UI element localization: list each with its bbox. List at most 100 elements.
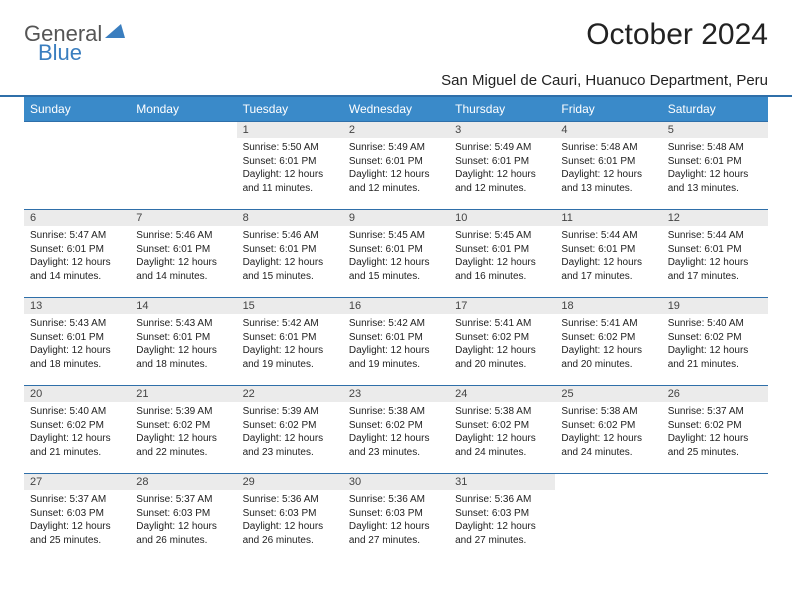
day-number: 13: [24, 298, 130, 314]
weekday-header: Sunday: [24, 97, 130, 122]
calendar-cell: ..: [130, 122, 236, 210]
weekday-row: SundayMondayTuesdayWednesdayThursdayFrid…: [24, 97, 768, 122]
weekday-header: Saturday: [662, 97, 768, 122]
day-body: Sunrise: 5:41 AMSunset: 6:02 PMDaylight:…: [449, 314, 555, 374]
day-number: 25: [555, 386, 661, 402]
day-body: Sunrise: 5:37 AMSunset: 6:02 PMDaylight:…: [662, 402, 768, 462]
calendar-cell: 13Sunrise: 5:43 AMSunset: 6:01 PMDayligh…: [24, 298, 130, 386]
calendar-row: ....1Sunrise: 5:50 AMSunset: 6:01 PMDayl…: [24, 122, 768, 210]
calendar-cell: 30Sunrise: 5:36 AMSunset: 6:03 PMDayligh…: [343, 474, 449, 562]
weekday-header: Monday: [130, 97, 236, 122]
calendar-row: 6Sunrise: 5:47 AMSunset: 6:01 PMDaylight…: [24, 210, 768, 298]
day-number: 22: [237, 386, 343, 402]
day-number: 23: [343, 386, 449, 402]
calendar-cell: 25Sunrise: 5:38 AMSunset: 6:02 PMDayligh…: [555, 386, 661, 474]
day-body: Sunrise: 5:36 AMSunset: 6:03 PMDaylight:…: [237, 490, 343, 550]
day-body: Sunrise: 5:38 AMSunset: 6:02 PMDaylight:…: [343, 402, 449, 462]
day-number: 26: [662, 386, 768, 402]
calendar-cell: 17Sunrise: 5:41 AMSunset: 6:02 PMDayligh…: [449, 298, 555, 386]
day-body: Sunrise: 5:42 AMSunset: 6:01 PMDaylight:…: [343, 314, 449, 374]
day-number: 24: [449, 386, 555, 402]
day-body: Sunrise: 5:45 AMSunset: 6:01 PMDaylight:…: [343, 226, 449, 286]
day-body: Sunrise: 5:46 AMSunset: 6:01 PMDaylight:…: [130, 226, 236, 286]
calendar-cell: 1Sunrise: 5:50 AMSunset: 6:01 PMDaylight…: [237, 122, 343, 210]
day-number: 29: [237, 474, 343, 490]
calendar-cell: 22Sunrise: 5:39 AMSunset: 6:02 PMDayligh…: [237, 386, 343, 474]
day-body: Sunrise: 5:39 AMSunset: 6:02 PMDaylight:…: [237, 402, 343, 462]
day-number: 16: [343, 298, 449, 314]
day-number: 7: [130, 210, 236, 226]
calendar-cell: 15Sunrise: 5:42 AMSunset: 6:01 PMDayligh…: [237, 298, 343, 386]
calendar-cell: 31Sunrise: 5:36 AMSunset: 6:03 PMDayligh…: [449, 474, 555, 562]
day-body: Sunrise: 5:38 AMSunset: 6:02 PMDaylight:…: [449, 402, 555, 462]
day-number: 15: [237, 298, 343, 314]
day-body: Sunrise: 5:36 AMSunset: 6:03 PMDaylight:…: [343, 490, 449, 550]
calendar-cell: 27Sunrise: 5:37 AMSunset: 6:03 PMDayligh…: [24, 474, 130, 562]
weekday-header: Tuesday: [237, 97, 343, 122]
day-number: 6: [24, 210, 130, 226]
day-number: 17: [449, 298, 555, 314]
calendar-cell: 24Sunrise: 5:38 AMSunset: 6:02 PMDayligh…: [449, 386, 555, 474]
day-body: Sunrise: 5:46 AMSunset: 6:01 PMDaylight:…: [237, 226, 343, 286]
calendar-cell: 19Sunrise: 5:40 AMSunset: 6:02 PMDayligh…: [662, 298, 768, 386]
calendar-cell: 10Sunrise: 5:45 AMSunset: 6:01 PMDayligh…: [449, 210, 555, 298]
calendar-cell: 26Sunrise: 5:37 AMSunset: 6:02 PMDayligh…: [662, 386, 768, 474]
day-body: Sunrise: 5:47 AMSunset: 6:01 PMDaylight:…: [24, 226, 130, 286]
day-number: 10: [449, 210, 555, 226]
day-number: 9: [343, 210, 449, 226]
day-body: Sunrise: 5:40 AMSunset: 6:02 PMDaylight:…: [662, 314, 768, 374]
day-number: 30: [343, 474, 449, 490]
calendar-cell: 23Sunrise: 5:38 AMSunset: 6:02 PMDayligh…: [343, 386, 449, 474]
day-body: Sunrise: 5:42 AMSunset: 6:01 PMDaylight:…: [237, 314, 343, 374]
day-number: 14: [130, 298, 236, 314]
calendar-cell: 18Sunrise: 5:41 AMSunset: 6:02 PMDayligh…: [555, 298, 661, 386]
day-body: Sunrise: 5:44 AMSunset: 6:01 PMDaylight:…: [555, 226, 661, 286]
calendar-cell: 14Sunrise: 5:43 AMSunset: 6:01 PMDayligh…: [130, 298, 236, 386]
day-body: Sunrise: 5:50 AMSunset: 6:01 PMDaylight:…: [237, 138, 343, 198]
day-number: 28: [130, 474, 236, 490]
calendar-cell: ..: [24, 122, 130, 210]
day-body: Sunrise: 5:49 AMSunset: 6:01 PMDaylight:…: [449, 138, 555, 198]
day-body: Sunrise: 5:36 AMSunset: 6:03 PMDaylight:…: [449, 490, 555, 550]
day-body: Sunrise: 5:40 AMSunset: 6:02 PMDaylight:…: [24, 402, 130, 462]
day-body: Sunrise: 5:43 AMSunset: 6:01 PMDaylight:…: [130, 314, 236, 374]
day-number: 31: [449, 474, 555, 490]
calendar-table: SundayMondayTuesdayWednesdayThursdayFrid…: [24, 97, 768, 562]
day-number: 3: [449, 122, 555, 138]
day-number: 11: [555, 210, 661, 226]
day-body: Sunrise: 5:43 AMSunset: 6:01 PMDaylight:…: [24, 314, 130, 374]
day-body: Sunrise: 5:41 AMSunset: 6:02 PMDaylight:…: [555, 314, 661, 374]
day-number: 8: [237, 210, 343, 226]
calendar-cell: 12Sunrise: 5:44 AMSunset: 6:01 PMDayligh…: [662, 210, 768, 298]
month-title: October 2024: [586, 18, 768, 52]
location: San Miguel de Cauri, Huanuco Department,…: [0, 66, 792, 97]
calendar-cell: 5Sunrise: 5:48 AMSunset: 6:01 PMDaylight…: [662, 122, 768, 210]
day-number: 5: [662, 122, 768, 138]
day-number: 21: [130, 386, 236, 402]
logo-text-2: Blue: [38, 40, 82, 65]
calendar-row: 20Sunrise: 5:40 AMSunset: 6:02 PMDayligh…: [24, 386, 768, 474]
calendar-cell: 29Sunrise: 5:36 AMSunset: 6:03 PMDayligh…: [237, 474, 343, 562]
calendar-cell: 6Sunrise: 5:47 AMSunset: 6:01 PMDaylight…: [24, 210, 130, 298]
calendar-cell: 9Sunrise: 5:45 AMSunset: 6:01 PMDaylight…: [343, 210, 449, 298]
calendar-body: ....1Sunrise: 5:50 AMSunset: 6:01 PMDayl…: [24, 122, 768, 562]
day-body: Sunrise: 5:37 AMSunset: 6:03 PMDaylight:…: [130, 490, 236, 550]
day-body: Sunrise: 5:49 AMSunset: 6:01 PMDaylight:…: [343, 138, 449, 198]
day-body: Sunrise: 5:44 AMSunset: 6:01 PMDaylight:…: [662, 226, 768, 286]
calendar-cell: 11Sunrise: 5:44 AMSunset: 6:01 PMDayligh…: [555, 210, 661, 298]
day-number: 1: [237, 122, 343, 138]
day-body: Sunrise: 5:38 AMSunset: 6:02 PMDaylight:…: [555, 402, 661, 462]
day-body: Sunrise: 5:48 AMSunset: 6:01 PMDaylight:…: [555, 138, 661, 198]
day-body: Sunrise: 5:48 AMSunset: 6:01 PMDaylight:…: [662, 138, 768, 198]
day-number: 27: [24, 474, 130, 490]
day-number: 18: [555, 298, 661, 314]
day-number: 12: [662, 210, 768, 226]
weekday-header: Wednesday: [343, 97, 449, 122]
calendar-head: SundayMondayTuesdayWednesdayThursdayFrid…: [24, 97, 768, 122]
calendar-cell: ..: [555, 474, 661, 562]
weekday-header: Thursday: [449, 97, 555, 122]
day-number: 2: [343, 122, 449, 138]
day-body: Sunrise: 5:39 AMSunset: 6:02 PMDaylight:…: [130, 402, 236, 462]
calendar-cell: 4Sunrise: 5:48 AMSunset: 6:01 PMDaylight…: [555, 122, 661, 210]
calendar-cell: 28Sunrise: 5:37 AMSunset: 6:03 PMDayligh…: [130, 474, 236, 562]
